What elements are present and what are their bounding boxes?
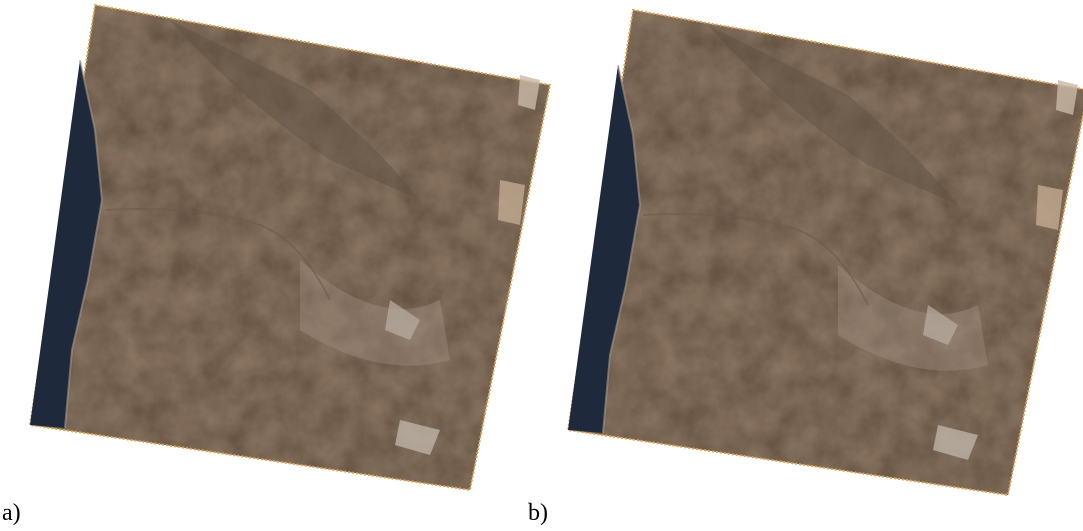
- images: [0, 0, 1083, 500]
- image-b: [568, 10, 1083, 495]
- panel-label: b): [528, 500, 548, 527]
- image-a: [30, 5, 550, 490]
- panel-label: a): [2, 500, 21, 527]
- figure: a) b): [0, 0, 1083, 531]
